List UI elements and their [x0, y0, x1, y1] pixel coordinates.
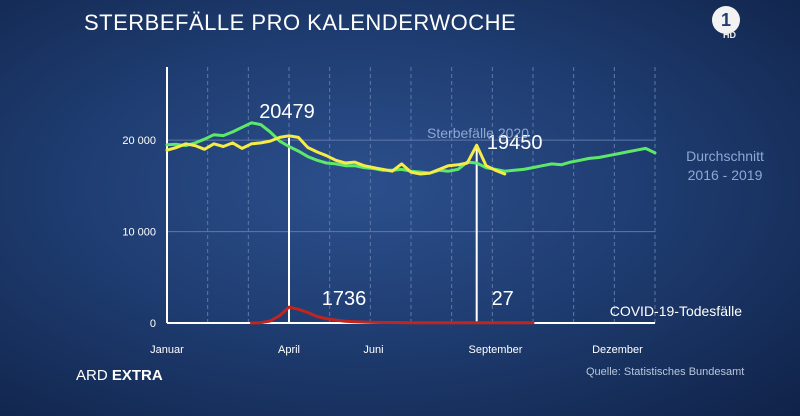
- annotation-20479: 20479: [259, 101, 315, 123]
- y-tick-label: 10 000: [122, 227, 156, 239]
- logo-one-icon: 1: [720, 10, 731, 30]
- x-tick-label: September: [469, 344, 523, 356]
- annotation-1736: 1736: [322, 288, 367, 310]
- series-y2020-line: [165, 134, 507, 176]
- label-2016-2019: 2016 - 2019: [688, 167, 763, 183]
- brand-ard: ARD: [76, 367, 108, 384]
- hd-badge: HD: [723, 30, 736, 40]
- series-covid-line: [250, 305, 535, 325]
- label-sterbefaelle-2020: Sterbefälle 2020: [427, 125, 529, 141]
- y-tick-label: 20 000: [122, 135, 156, 147]
- annotation-19450: 19450: [487, 132, 543, 154]
- source-note: Quelle: Statistisches Bundesamt: [586, 366, 745, 378]
- y-tick-label: 0: [150, 318, 156, 330]
- x-tick-label: April: [278, 344, 300, 356]
- annotation-27: 27: [492, 288, 514, 310]
- chart-title: STERBEFÄLLE PRO KALENDERWOCHE: [84, 10, 517, 35]
- label-covid: COVID-19-Todesfälle: [610, 303, 742, 319]
- x-tick-label: Juni: [363, 344, 383, 356]
- broadcaster-logo: 1: [712, 6, 740, 34]
- x-tick-label: Dezember: [592, 344, 643, 356]
- brand-extra: EXTRA: [111, 367, 163, 384]
- x-tick-label: Januar: [150, 344, 184, 356]
- ard-extra-brand: ARD EXTRA: [76, 367, 163, 384]
- label-durchschnitt: Durchschnitt: [686, 148, 764, 164]
